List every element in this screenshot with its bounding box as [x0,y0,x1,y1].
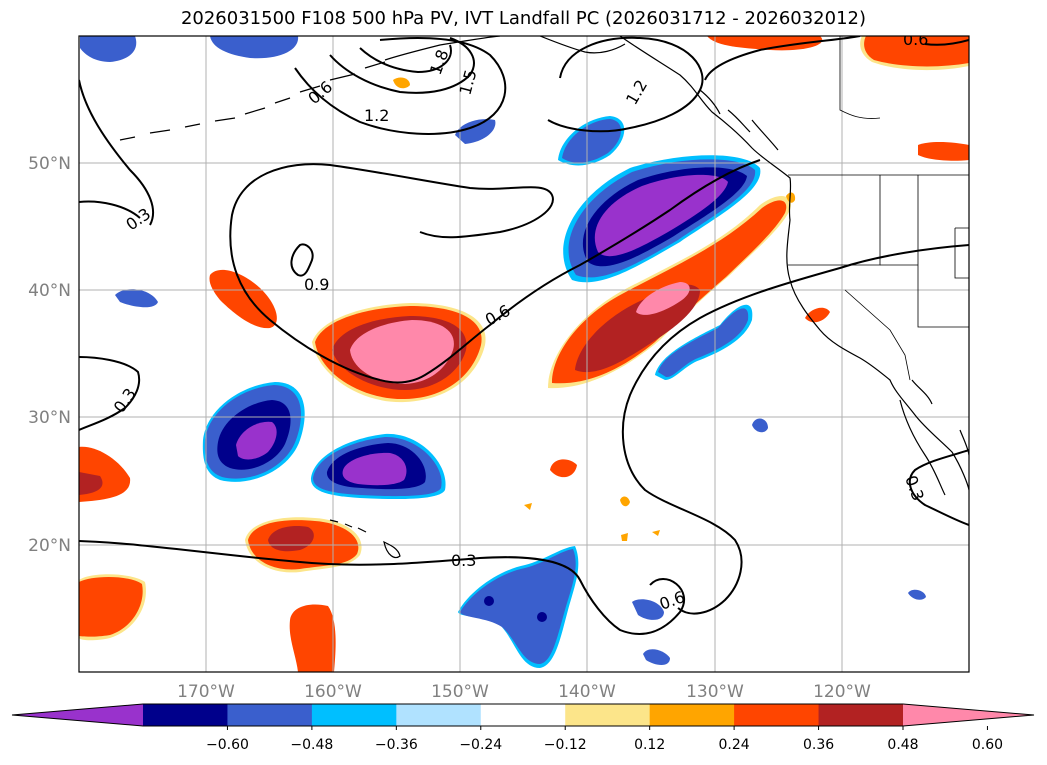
colorbar-segment [396,704,482,726]
map-title: 2026031500 F108 500 hPa PV, IVT Landfall… [180,8,867,29]
colorbar-tick-label: −0.48 [290,737,333,753]
colorbar-segment [818,704,904,726]
lat-label-30n: 30°N [28,408,71,428]
colorbar-tick-label: −0.60 [206,737,249,753]
pv-contours [79,36,969,635]
negative-anomaly-southeast [458,546,579,668]
lon-label-120w: 120°W [813,682,871,702]
colorbar-tick-label: 0.60 [972,737,1003,753]
negative-anomaly-north [80,36,625,308]
lon-label-150w: 150°W [431,682,489,702]
colorbar-segment [227,704,313,726]
negative-anomaly-east-small [632,304,926,665]
colorbar-tick-label: −0.24 [459,737,502,753]
political-borders [788,36,969,381]
lon-label-170w: 170°W [177,682,235,702]
graticule [79,36,969,672]
colorbar-tick-label: 0.12 [634,737,665,753]
colorbar-segment [565,704,651,726]
lat-labels: 50°N 40°N 30°N 20°N [28,154,71,556]
colorbar-segment [649,704,735,726]
lon-labels: 170°W 160°W 150°W 140°W 130°W 120°W [177,682,871,702]
colorbar-extend-min [12,704,143,726]
colorbar: −0.60 −0.48 −0.36 −0.24 −0.12 0.12 0.24 0.36 0.4… [11,703,1035,753]
colorbar-segment [480,704,566,726]
colorbar-segment [734,704,820,726]
coastlines [119,36,969,559]
lat-label-50n: 50°N [28,154,71,174]
colorbar-tick-label: −0.12 [544,737,587,753]
colorbar-extend-max [903,704,1034,726]
contour-label: 1.2 [364,106,389,125]
negative-anomaly-south-central [310,433,446,500]
contour-label: 0.3 [451,551,476,570]
map-content: 0.3 0.3 0.6 0.6 0.6 0.9 1.2 1.2 1.5 1.8 … [79,30,969,672]
contour-label: 0.9 [304,275,329,294]
lat-label-20n: 20°N [28,536,71,556]
colorbar-tick-label: 0.36 [803,737,834,753]
contour-label: 0.6 [903,30,928,49]
colorbar-tick-label: 0.48 [887,737,918,753]
colorbar-segment [143,704,228,726]
colorbar-tick-label: −0.36 [375,737,418,753]
colorbar-segment [311,704,397,726]
lon-label-160w: 160°W [304,682,362,702]
map-border [78,35,970,673]
lon-label-140w: 140°W [558,682,616,702]
colorbar-tick-label: 0.24 [719,737,750,753]
lon-label-130w: 130°W [686,682,744,702]
lat-label-40n: 40°N [28,281,71,301]
colorbar-outline [11,703,1035,727]
positive-anomaly-central [312,303,486,403]
